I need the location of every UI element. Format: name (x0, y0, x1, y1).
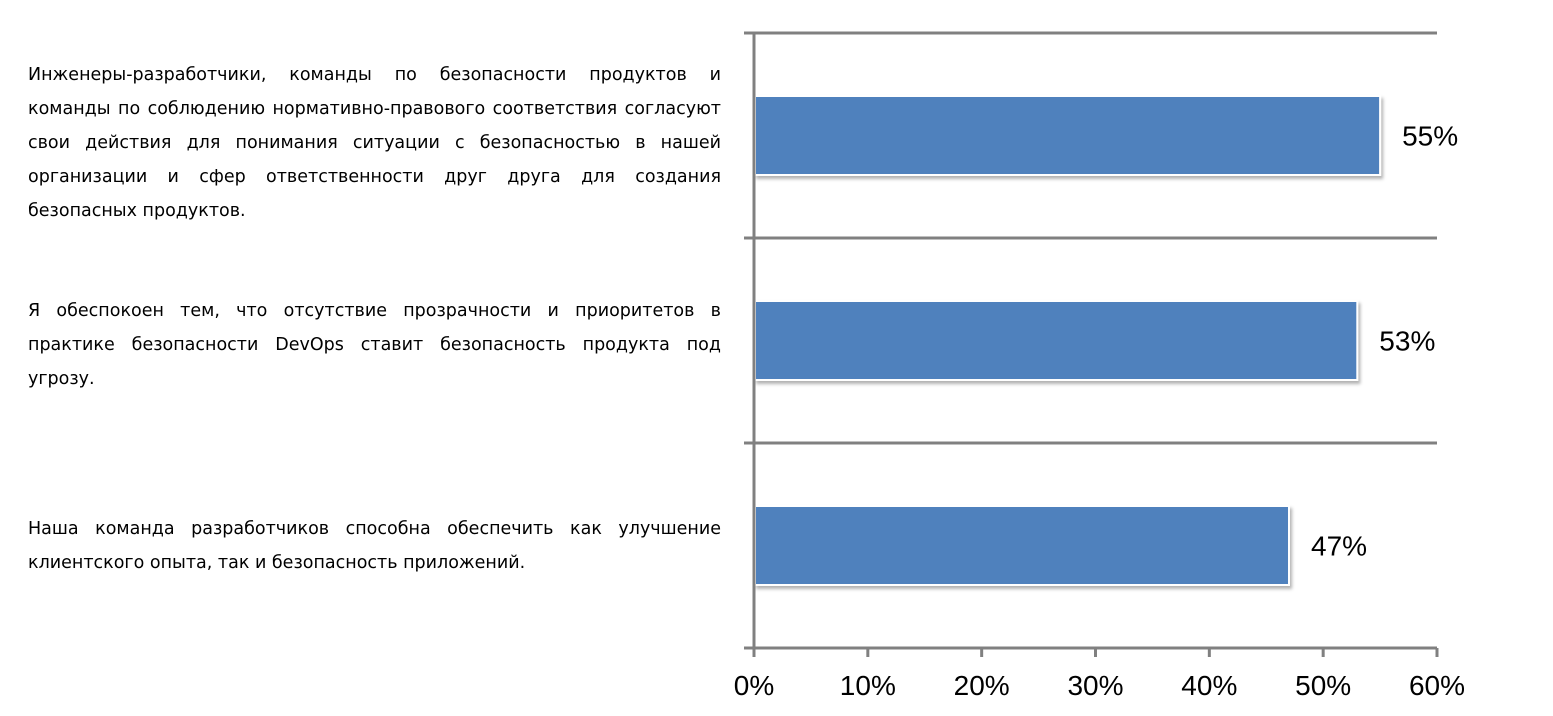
bar-1 (754, 95, 1382, 176)
category-label-2: Я обеспокоен тем, что отсутствие прозрач… (28, 301, 721, 389)
data-label-2: 53% (1379, 326, 1435, 357)
category-label-1: Инженеры-разработчики, команды по безопа… (28, 65, 721, 221)
x-tick-label-20: 20% (954, 670, 1010, 701)
plot-area: 55% 53% 47% 0% 10% 20% 30% 40% 50% 60% (734, 31, 1465, 701)
x-tick-label-10: 10% (840, 670, 896, 701)
x-tick-label-30: 30% (1067, 670, 1123, 701)
bar-2 (754, 300, 1359, 381)
bar-3 (754, 505, 1290, 586)
x-tick-label-50: 50% (1295, 670, 1351, 701)
x-tick-label-40: 40% (1181, 670, 1237, 701)
x-tick-label-0: 0% (734, 670, 774, 701)
data-label-1: 55% (1402, 121, 1458, 152)
category-label-3: Наша команда разработчиков способна обес… (28, 519, 721, 573)
x-tick-label-60: 60% (1409, 670, 1465, 701)
data-label-3: 47% (1311, 531, 1367, 562)
